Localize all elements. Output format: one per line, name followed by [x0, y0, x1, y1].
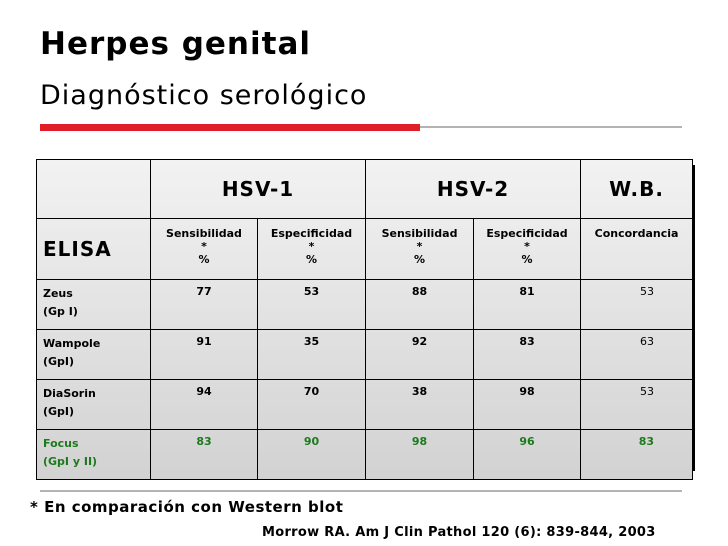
table-cell: 88	[365, 279, 475, 330]
row-sub: (GpI)	[43, 355, 75, 368]
elisa-label: ELISA	[36, 218, 151, 280]
row-label: Focus (GpI y II)	[36, 429, 151, 480]
citation: Morrow RA. Am J Clin Pathol 120 (6): 839…	[262, 525, 656, 540]
footnote: * En comparación con Western blot	[30, 498, 344, 516]
table-cell: 91	[150, 329, 258, 380]
col-header-line: %	[198, 253, 210, 266]
table-cell: 77	[150, 279, 258, 330]
slide-subtitle: Diagnóstico serológico	[40, 80, 368, 111]
row-label: DiaSorin (GpI)	[36, 379, 151, 430]
col-header-line: *	[201, 240, 207, 253]
table-cell: 83	[580, 429, 694, 480]
row-name: Wampole	[43, 337, 101, 350]
table-cell: 35	[256, 329, 367, 380]
row-name: Zeus	[43, 287, 73, 300]
table-row-diasorin: DiaSorin (GpI) 94 70 38 98 53	[36, 379, 694, 430]
col-header-espec-hsv2: Especificidad * %	[473, 218, 582, 280]
row-sub: (Gp I)	[43, 305, 78, 318]
col-header-line: Sensibilidad	[381, 227, 458, 240]
table-cell: 53	[256, 279, 367, 330]
table-cell: 70	[256, 379, 367, 430]
col-header-espec-hsv1: Especificidad * %	[256, 218, 367, 280]
col-header-sens-hsv1: Sensibilidad * %	[150, 218, 258, 280]
table-cell: 98	[473, 379, 582, 430]
table-cell: 38	[365, 379, 475, 430]
col-header-line: Especificidad	[270, 227, 353, 240]
table-cell: 83	[473, 329, 582, 380]
title-underline-gray	[420, 126, 682, 128]
col-header-line: %	[414, 253, 426, 266]
table-cell: 90	[256, 429, 367, 480]
column-header-row: ELISA Sensibilidad * % Especificidad * %…	[36, 218, 694, 280]
row-label: Zeus (Gp I)	[36, 279, 151, 330]
table-cell: 63	[580, 329, 694, 380]
table-row-zeus: Zeus (Gp I) 77 53 88 81 53	[36, 279, 694, 330]
row-name: Focus	[43, 437, 79, 450]
col-header-line: %	[305, 253, 318, 266]
footer-divider	[40, 490, 682, 492]
table-cell: 81	[473, 279, 582, 330]
col-header-line: *	[308, 240, 315, 253]
col-header-line: Sensibilidad	[166, 227, 242, 240]
table-cell: 53	[580, 279, 694, 330]
col-header-concordancia: Concordancia	[580, 218, 694, 280]
col-header-line: Especificidad	[486, 227, 568, 240]
table-cell: 83	[150, 429, 258, 480]
results-table: HSV-1 HSV-2 W.B. ELISA Sensibilidad * % …	[36, 159, 694, 480]
col-header-sens-hsv2: Sensibilidad * %	[365, 218, 475, 280]
row-label: Wampole (GpI)	[36, 329, 151, 380]
group-wb: W.B.	[580, 159, 694, 219]
table-row-wampole: Wampole (GpI) 91 35 92 83 63	[36, 329, 694, 380]
row-sub: (GpI y II)	[43, 455, 98, 468]
group-header-row: HSV-1 HSV-2 W.B.	[36, 159, 694, 219]
group-hsv1: HSV-1	[149, 159, 367, 219]
row-sub: (GpI)	[43, 405, 75, 418]
col-header-line: *	[524, 240, 530, 253]
group-hsv2: HSV-2	[365, 159, 582, 219]
col-header-line: %	[521, 253, 533, 266]
table-cell: 92	[365, 329, 475, 380]
table-cell: 53	[580, 379, 694, 430]
col-header-line: *	[416, 240, 423, 253]
empty-corner-cell	[36, 159, 151, 219]
table-cell: 98	[365, 429, 475, 480]
col-header-line: Concordancia	[594, 227, 679, 240]
title-underline-red	[40, 124, 420, 131]
row-name: DiaSorin	[43, 387, 96, 400]
table-row-focus: Focus (GpI y II) 83 90 98 96 83	[36, 429, 694, 480]
slide-title: Herpes genital	[40, 26, 311, 62]
table-cell: 96	[473, 429, 582, 480]
table-cell: 94	[150, 379, 258, 430]
